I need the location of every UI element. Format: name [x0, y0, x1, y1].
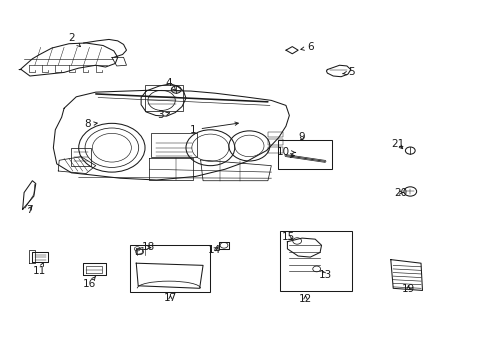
Bar — [144, 85, 182, 111]
Text: 15: 15 — [281, 232, 294, 242]
Text: 4: 4 — [165, 78, 175, 90]
Text: 13: 13 — [318, 270, 331, 280]
Text: 11: 11 — [33, 263, 46, 276]
Bar — [267, 139, 282, 145]
Bar — [267, 147, 282, 153]
Text: 5: 5 — [342, 67, 354, 77]
Bar — [130, 244, 210, 292]
Text: 17: 17 — [163, 293, 177, 303]
Text: 8: 8 — [84, 120, 97, 129]
Text: 20: 20 — [393, 188, 407, 198]
Bar — [277, 140, 331, 169]
Text: 14: 14 — [207, 244, 221, 255]
Text: 10: 10 — [276, 147, 295, 157]
Text: 12: 12 — [298, 294, 311, 304]
Bar — [279, 231, 351, 291]
Text: 9: 9 — [298, 132, 305, 142]
Bar — [151, 134, 197, 157]
Text: 19: 19 — [401, 284, 414, 294]
Bar — [71, 148, 91, 166]
Text: 3: 3 — [157, 111, 169, 121]
Text: 2: 2 — [68, 33, 80, 47]
Text: 6: 6 — [300, 42, 313, 52]
Text: 7: 7 — [25, 206, 32, 216]
Bar — [267, 132, 282, 137]
Text: 21: 21 — [391, 139, 404, 149]
Text: 16: 16 — [82, 276, 96, 289]
Text: 1: 1 — [190, 122, 238, 135]
Text: 18: 18 — [141, 242, 154, 252]
